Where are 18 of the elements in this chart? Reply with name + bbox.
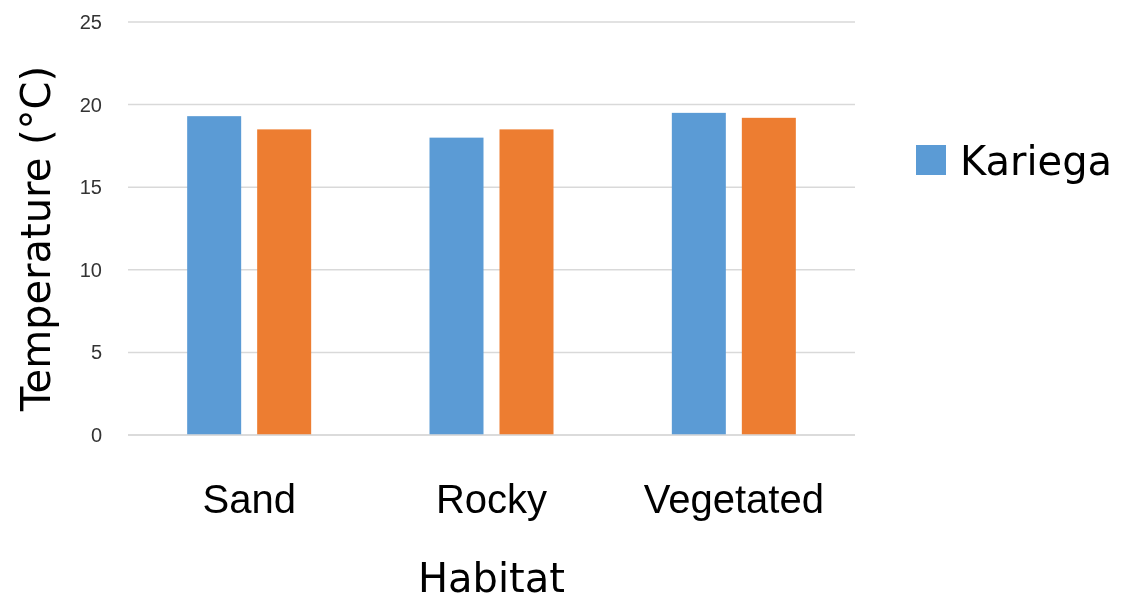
bar <box>257 129 312 435</box>
x-tick-label: Sand <box>202 477 296 522</box>
y-tick-label: 5 <box>90 341 102 364</box>
x-axis-title: Habitat <box>418 555 565 599</box>
x-tick-label: Rocky <box>435 477 548 522</box>
y-axis-title: Temperature (°C) <box>13 65 59 413</box>
bar <box>429 137 484 435</box>
y-tick-label: 10 <box>79 258 102 281</box>
x-tick-label: Vegetated <box>643 477 824 522</box>
legend-label: Kariega <box>960 138 1113 184</box>
y-tick-label: 15 <box>79 176 102 199</box>
bar <box>187 116 242 435</box>
y-tick-label: 25 <box>79 10 102 33</box>
bar <box>741 117 796 435</box>
bar <box>499 129 554 435</box>
bar <box>671 112 726 435</box>
y-tick-label: 20 <box>79 93 102 116</box>
y-tick-label: 0 <box>90 423 102 446</box>
